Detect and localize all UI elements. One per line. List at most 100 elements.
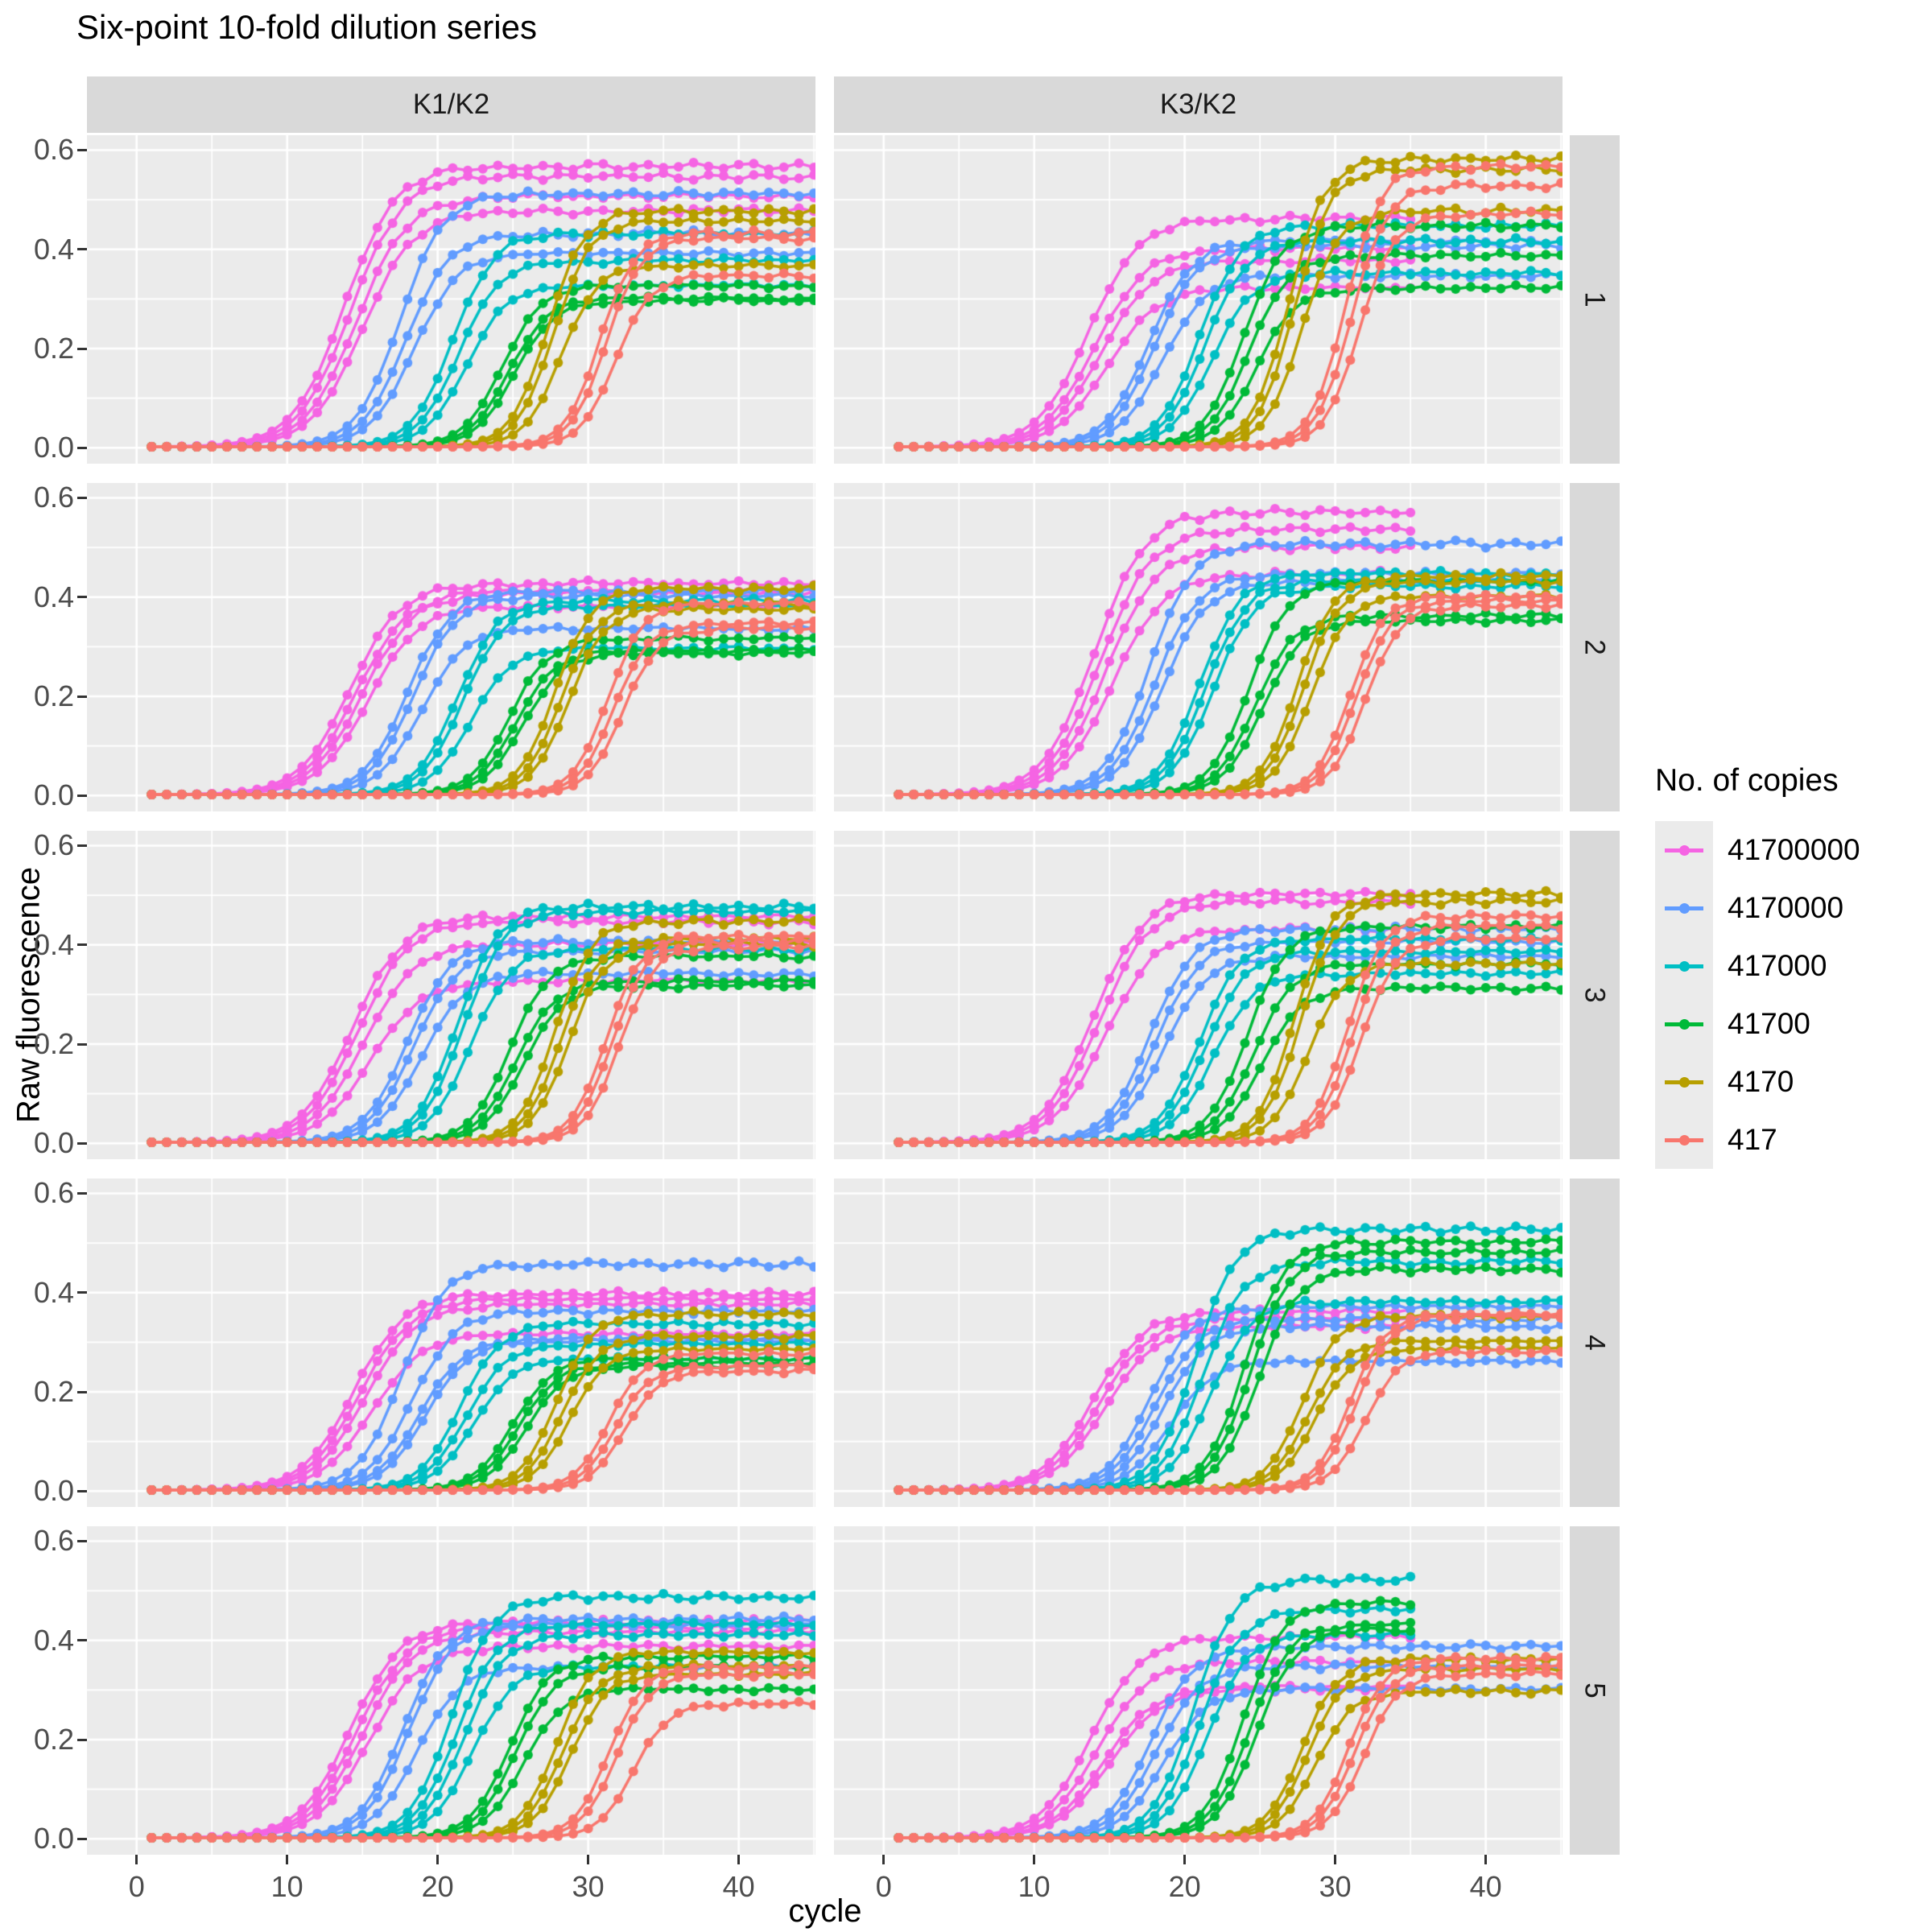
y-tick-mark [77, 1489, 87, 1492]
y-tick-label: 0.6 [33, 1176, 74, 1210]
y-tick-label: 0.6 [33, 481, 74, 514]
x-tick-mark [1033, 1855, 1036, 1864]
y-tick-label: 0.6 [33, 1524, 74, 1558]
facet-panel-row5-K3K2 [834, 1526, 1563, 1855]
legend-key-swatch [1655, 937, 1713, 995]
y-tick-mark [77, 1141, 87, 1145]
y-tick-label: 0.2 [33, 1027, 74, 1060]
legend-point-icon [1679, 961, 1690, 972]
x-tick-label: 0 [875, 1870, 892, 1903]
y-tick-mark [77, 1191, 87, 1195]
x-tick-mark [1183, 1855, 1187, 1864]
y-tick-mark [77, 496, 87, 499]
legend-entry-417: 417 [1655, 1111, 1932, 1169]
legend-label: 417 [1728, 1123, 1777, 1156]
y-tick-mark [77, 1639, 87, 1642]
y-tick-mark [77, 1738, 87, 1741]
facet-panel-row2-K3K2 [834, 483, 1563, 811]
y-tick-label: 0.4 [33, 1275, 74, 1309]
y-tick-label: 0.2 [33, 332, 74, 365]
facet-panel-row3-K1K2 [87, 831, 815, 1159]
facet-panel-row1-K3K2 [834, 135, 1563, 464]
x-tick-label: 0 [128, 1870, 145, 1903]
legend-key-swatch [1655, 1111, 1713, 1169]
facet-row-label: 2 [1579, 639, 1611, 655]
legend-key-swatch [1655, 821, 1713, 879]
legend: No. of copies 41700000 4170000 417000 41700… [1655, 763, 1932, 1169]
legend-title: No. of copies [1655, 763, 1839, 798]
facet-row-strip-1: 1 [1570, 135, 1620, 464]
facet-row-strip-2: 2 [1570, 483, 1620, 811]
facet-row-strip-5: 5 [1570, 1526, 1620, 1855]
legend-entry-417000: 417000 [1655, 937, 1932, 995]
y-tick-label: 0.0 [33, 1474, 74, 1508]
facet-col-strip-1: K1/K2 [87, 76, 815, 133]
y-tick-mark [77, 695, 87, 698]
x-tick-mark [135, 1855, 138, 1864]
legend-label: 4170000 [1728, 891, 1844, 924]
facet-panel-row2-K1K2 [87, 483, 815, 811]
y-tick-label: 0.6 [33, 828, 74, 862]
x-tick-label: 20 [1168, 1870, 1201, 1903]
facet-col-label: K1/K2 [412, 89, 490, 120]
legend-point-icon [1679, 1135, 1690, 1146]
y-tick-mark [77, 794, 87, 797]
chart-title: Six-point 10-fold dilution series [76, 8, 537, 46]
x-tick-label: 30 [1319, 1870, 1352, 1903]
legend-point-icon [1679, 1077, 1690, 1088]
y-tick-mark [77, 1291, 87, 1294]
y-tick-mark [77, 1539, 87, 1542]
facet-row-label: 5 [1579, 1682, 1611, 1699]
y-tick-label: 0.0 [33, 1822, 74, 1856]
legend-entry-41700000: 41700000 [1655, 821, 1932, 879]
x-tick-label: 40 [1469, 1870, 1502, 1903]
y-tick-label: 0.2 [33, 1723, 74, 1756]
y-tick-mark [77, 148, 87, 151]
x-tick-label: 40 [722, 1870, 755, 1903]
facet-col-strip-2: K3/K2 [834, 76, 1563, 133]
legend-entry-41700: 41700 [1655, 995, 1932, 1053]
y-tick-mark [77, 844, 87, 847]
x-tick-mark [286, 1855, 289, 1864]
y-tick-label: 0.0 [33, 1126, 74, 1160]
facet-panel-row4-K3K2 [834, 1179, 1563, 1507]
y-tick-label: 0.4 [33, 580, 74, 613]
y-axis-title: Raw fluorescence [10, 867, 47, 1123]
x-tick-mark [882, 1855, 886, 1864]
y-tick-mark [77, 347, 87, 350]
facet-row-strip-4: 4 [1570, 1179, 1620, 1507]
x-tick-mark [436, 1855, 440, 1864]
legend-key-swatch [1655, 879, 1713, 937]
x-tick-label: 20 [421, 1870, 454, 1903]
legend-label: 4170 [1728, 1065, 1794, 1098]
facet-row-strip-3: 3 [1570, 831, 1620, 1159]
y-tick-mark [77, 943, 87, 947]
legend-entry-4170: 4170 [1655, 1053, 1932, 1111]
legend-point-icon [1679, 845, 1690, 856]
y-tick-mark [77, 446, 87, 449]
y-tick-label: 0.0 [33, 431, 74, 464]
legend-point-icon [1679, 903, 1690, 914]
legend-label: 41700000 [1728, 833, 1860, 866]
facet-panel-row1-K1K2 [87, 135, 815, 464]
legend-entries: 41700000 4170000 417000 41700 4170 417 [1655, 821, 1932, 1169]
y-tick-label: 0.4 [33, 927, 74, 961]
x-tick-mark [737, 1855, 741, 1864]
y-tick-label: 0.4 [33, 232, 74, 266]
x-tick-label: 10 [270, 1870, 303, 1903]
facet-row-label: 3 [1579, 987, 1611, 1003]
x-tick-label: 30 [572, 1870, 605, 1903]
y-tick-mark [77, 1390, 87, 1393]
facet-panel-row5-K1K2 [87, 1526, 815, 1855]
y-tick-label: 0.4 [33, 1623, 74, 1657]
y-tick-label: 0.6 [33, 133, 74, 167]
legend-point-icon [1679, 1019, 1690, 1030]
facet-panel-row3-K3K2 [834, 831, 1563, 1159]
y-tick-mark [77, 596, 87, 599]
legend-label: 41700 [1728, 1007, 1810, 1040]
x-tick-label: 10 [1018, 1870, 1051, 1903]
facet-panel-row4-K1K2 [87, 1179, 815, 1507]
y-tick-mark [77, 248, 87, 251]
x-tick-mark [587, 1855, 590, 1864]
